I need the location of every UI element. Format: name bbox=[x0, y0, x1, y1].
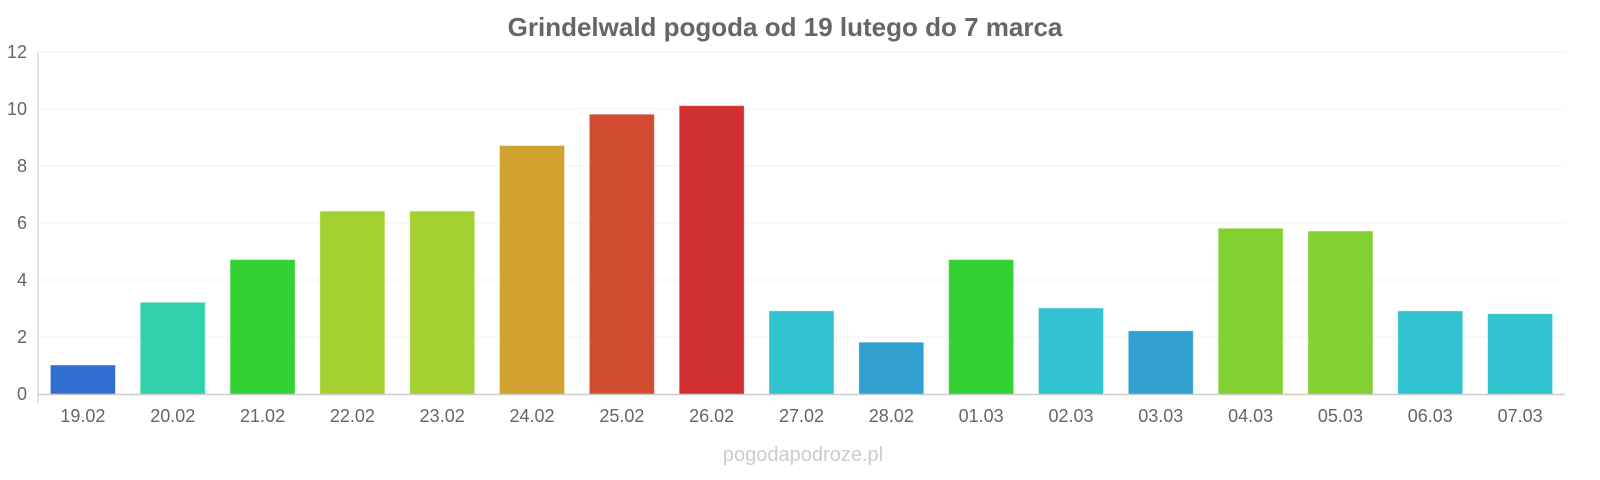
bar-20.02 bbox=[140, 302, 206, 395]
bar-21.02 bbox=[230, 259, 296, 395]
x-tick-label: 06.03 bbox=[1408, 406, 1453, 426]
bar-25.02 bbox=[589, 114, 655, 395]
bar-02.03 bbox=[1038, 308, 1104, 395]
x-tick-label: 01.03 bbox=[959, 406, 1004, 426]
y-tick-label: 2 bbox=[17, 327, 27, 347]
x-tick-label: 07.03 bbox=[1498, 406, 1543, 426]
x-tick-label: 25.02 bbox=[599, 406, 644, 426]
x-tick-label: 24.02 bbox=[510, 406, 555, 426]
x-tick-label: 19.02 bbox=[60, 406, 105, 426]
x-tick-label: 28.02 bbox=[869, 406, 914, 426]
x-tick-label: 20.02 bbox=[150, 406, 195, 426]
x-tick-label: 21.02 bbox=[240, 406, 285, 426]
bar-23.02 bbox=[409, 211, 475, 395]
bar-28.02 bbox=[858, 342, 924, 395]
bar-26.02 bbox=[679, 105, 745, 395]
x-tick-label: 05.03 bbox=[1318, 406, 1363, 426]
x-tick-label: 26.02 bbox=[689, 406, 734, 426]
x-tick-label: 04.03 bbox=[1228, 406, 1273, 426]
bar-19.02 bbox=[50, 365, 116, 395]
bar-27.02 bbox=[769, 310, 834, 395]
x-tick-label: 03.03 bbox=[1138, 406, 1183, 426]
y-tick-label: 8 bbox=[17, 156, 27, 176]
y-tick-label: 10 bbox=[7, 99, 27, 119]
chart-title: Grindelwald pogoda od 19 lutego do 7 mar… bbox=[508, 12, 1063, 42]
y-tick-label: 12 bbox=[7, 42, 27, 62]
bar-04.03 bbox=[1218, 228, 1284, 395]
bar-24.02 bbox=[499, 145, 565, 395]
y-tick-label: 6 bbox=[17, 213, 27, 233]
x-tick-label: 27.02 bbox=[779, 406, 824, 426]
bar-05.03 bbox=[1307, 231, 1373, 395]
watermark: pogodapodroze.pl bbox=[723, 444, 883, 466]
x-tick-label: 22.02 bbox=[330, 406, 375, 426]
y-tick-label: 0 bbox=[17, 384, 27, 404]
x-tick-label: 02.03 bbox=[1048, 406, 1093, 426]
bar-01.03 bbox=[948, 259, 1014, 395]
y-tick-label: 4 bbox=[17, 270, 27, 290]
x-tick-label: 23.02 bbox=[420, 406, 465, 426]
bar-22.02 bbox=[319, 211, 385, 395]
bar-07.03 bbox=[1487, 313, 1553, 395]
bar-06.03 bbox=[1397, 310, 1463, 395]
bar-03.03 bbox=[1128, 330, 1194, 395]
